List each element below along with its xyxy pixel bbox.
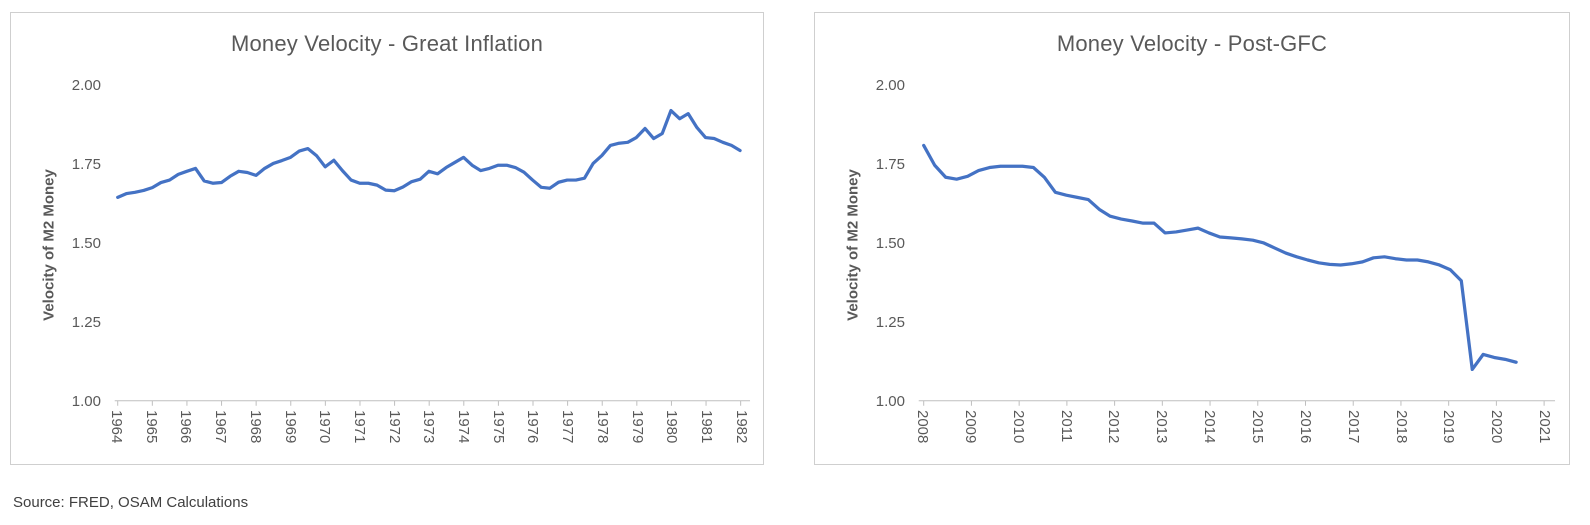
x-tick-label: 1967	[212, 410, 230, 444]
source-note: Source: FRED, OSAM Calculations	[13, 494, 249, 511]
series-line	[922, 143, 1518, 372]
y-tick-label: 1.75	[71, 156, 101, 173]
x-tick-label: 2011	[1057, 410, 1075, 443]
chart-panel-great-inflation: Money Velocity - Great Inflation Velocit…	[10, 12, 764, 465]
x-tick-label: 2012	[1105, 410, 1123, 444]
x-tick-label: 1977	[559, 410, 577, 444]
x-tick-label: 1965	[142, 410, 160, 444]
x-tick-label: 1975	[489, 410, 507, 444]
x-tick-label: 2016	[1296, 410, 1314, 444]
x-tick-label: 1973	[420, 410, 438, 444]
y-tick-label: 1.50	[875, 235, 905, 252]
x-tick-label: 2015	[1248, 410, 1266, 444]
y-tick-label: 2.00	[875, 77, 905, 94]
y-tick-label: 1.25	[875, 314, 905, 331]
chart-title: Money Velocity - Great Inflation	[230, 31, 544, 56]
y-tick-label: 1.50	[71, 235, 101, 252]
x-tick-label: 1964	[108, 410, 125, 444]
x-tick-label: 1978	[593, 410, 611, 444]
x-tick-label: 1972	[385, 410, 403, 444]
x-tick-label: 2021	[1536, 410, 1554, 444]
x-tick-label: 2014	[1201, 410, 1219, 444]
x-tick-label: 1969	[281, 410, 299, 444]
x-tick-label: 1976	[524, 410, 542, 444]
x-tick-label: 1968	[246, 410, 264, 444]
x-tick-label: 1970	[316, 410, 334, 444]
x-tick-label: 1974	[455, 410, 472, 444]
y-axis-tick-labels: 2.00 1.75 1.50 1.25 1.00	[11, 13, 101, 464]
x-tick-label: 1971	[350, 410, 368, 444]
x-tick-label: 1980	[663, 410, 681, 444]
x-tick-label: 2017	[1344, 410, 1362, 444]
line-chart	[918, 143, 1556, 406]
series-line	[116, 108, 742, 200]
x-tick-label: 2019	[1440, 410, 1458, 444]
x-tick-label: 2013	[1153, 410, 1171, 444]
x-tick-label: 1982	[732, 410, 750, 444]
x-tick-label: 2009	[961, 410, 979, 444]
x-tick-label: 1981	[697, 410, 715, 444]
x-tick-label: 2020	[1488, 410, 1506, 444]
x-tick-label: 1979	[628, 410, 646, 444]
x-tick-label: 2008	[914, 410, 931, 444]
x-tick-label: 1966	[177, 410, 195, 444]
chart-title: Money Velocity - Post-GFC	[1056, 31, 1328, 56]
y-tick-label: 1.25	[71, 314, 101, 331]
y-axis-tick-labels: 2.00 1.75 1.50 1.25 1.00	[815, 13, 905, 464]
x-tick-label: 2018	[1392, 410, 1410, 444]
line-chart	[114, 108, 751, 406]
y-tick-label: 1.00	[71, 393, 101, 410]
y-tick-label: 1.00	[875, 393, 905, 410]
chart-panel-post-gfc: Money Velocity - Post-GFC Velocity of M2…	[814, 12, 1570, 465]
y-tick-label: 1.75	[875, 156, 905, 173]
x-tick-label: 2010	[1009, 410, 1027, 444]
y-tick-label: 2.00	[71, 77, 101, 94]
